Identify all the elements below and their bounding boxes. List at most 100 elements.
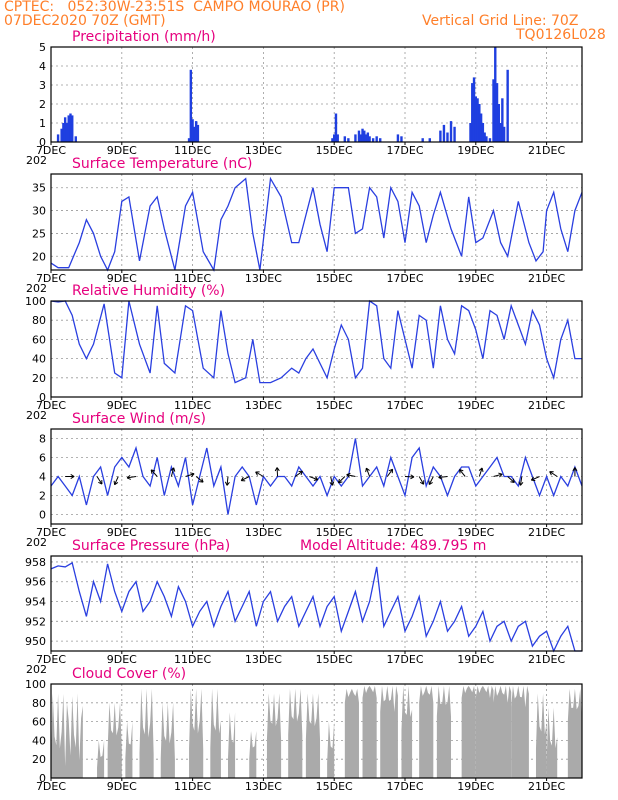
precip-bar [400,136,403,142]
cloud-cover-area [380,685,398,778]
x-tick-label: 11DEC [174,780,211,793]
y-tick-label: 0 [39,509,46,522]
panel-title: Precipitation (mm/h) [72,29,216,45]
wind-arrow [338,476,346,484]
panel-title: Surface Pressure (hPa) [72,538,230,554]
precip-bar [375,136,378,142]
x-tick-label: 11DEC [174,399,211,412]
cloud-cover-area [436,685,452,778]
wind-arrow [170,467,175,477]
x-tick-label: 7DEC [36,780,66,793]
wind-arrow [531,476,540,481]
y-tick-label: 0 [39,391,46,404]
cloud-cover-area [210,688,221,778]
x-tick-label: 9DEC [107,272,137,285]
wind-arrowhead [410,474,415,480]
precip-bar [506,69,509,142]
panel-frame [50,555,583,652]
precip-bar [371,138,375,142]
precip-bar [333,134,336,142]
precip-bar [421,138,424,142]
y-tick-label: 80 [32,314,46,327]
wind-arrow [493,473,503,477]
precip-bar [428,138,431,142]
y-tick-label: 956 [25,576,46,589]
year-fragment: 202 [26,154,47,167]
x-tick-label: 13DEC [245,653,282,666]
y-tick-label: 30 [32,205,46,218]
panel-frame [50,428,583,525]
x-tick-label: 19DEC [457,399,494,412]
wind-arrowhead [240,476,246,482]
x-tick-label: 21DEC [528,272,565,285]
precip-bar [343,136,347,142]
year-fragment: 202 [26,409,47,422]
x-tick-label: 19DEC [457,144,494,157]
series-line [50,299,582,384]
y-tick-label: 1 [39,117,46,130]
y-tick-label: 6 [39,452,46,465]
precip-bar [499,123,502,142]
wind-arrowhead [150,469,156,474]
wind-arrow [195,476,204,483]
x-tick-label: 11DEC [174,144,211,157]
precip-bar [478,104,481,142]
wind-arrowhead [498,472,503,478]
wind-arrow [438,476,448,478]
x-tick-label: 15DEC [316,144,353,157]
precip-bar [368,136,371,142]
wind-arrow [418,476,425,485]
panel-frame [50,683,583,779]
wind-arrowhead [365,467,370,473]
precip-bar [359,134,362,142]
wind-arrow [428,476,434,485]
precip-bar [488,138,492,142]
y-tick-label: 2 [39,98,46,111]
x-tick-label: 19DEC [457,653,494,666]
wind-arrow [365,467,371,477]
cloud-cover-area [160,702,175,778]
precip-bar [364,134,368,142]
precip-bar [476,98,479,142]
x-tick-label: 21DEC [528,526,565,539]
x-tick-label: 19DEC [457,526,494,539]
x-tick-label: 21DEC [528,144,565,157]
y-tick-label: 35 [32,182,46,195]
wind-arrowhead [255,471,260,476]
cloud-cover-area [344,688,359,778]
y-tick-label: 8 [39,433,46,446]
x-tick-label: 17DEC [386,399,423,412]
cloud-cover-area [189,688,204,778]
series-line [50,176,583,272]
x-tick-label: 21DEC [528,780,565,793]
y-tick-label: 80 [32,697,46,710]
x-tick-label: 13DEC [245,144,282,157]
wind-arrowhead [298,470,304,476]
panel-frame [50,300,583,398]
y-tick-label: 3 [39,79,46,92]
panel-frame [50,46,583,143]
precip-bar [481,123,485,142]
y-tick-label: 25 [32,227,46,240]
wind-arrowhead [346,472,351,478]
wind-arrow [346,474,356,477]
precip-bar [69,113,72,142]
wind-arrowhead [170,467,176,472]
wind-arrowhead [510,478,515,484]
precip-bar [439,130,442,142]
year-fragment: 202 [26,536,47,549]
precip-bar [379,138,382,142]
y-tick-label: 952 [25,615,46,628]
precip-bar [474,96,477,142]
wind-arrow [255,471,264,477]
cloud-cover-area [51,693,83,778]
cloud-cover-area [567,688,582,778]
precip-bar [483,132,486,142]
precip-bar [56,134,60,142]
wind-arrow [478,467,483,477]
x-tick-label: 9DEC [107,653,137,666]
y-tick-label: 40 [32,353,46,366]
precip-bar [485,136,488,142]
y-tick-label: 2 [39,490,46,503]
precip-bar [472,77,476,142]
